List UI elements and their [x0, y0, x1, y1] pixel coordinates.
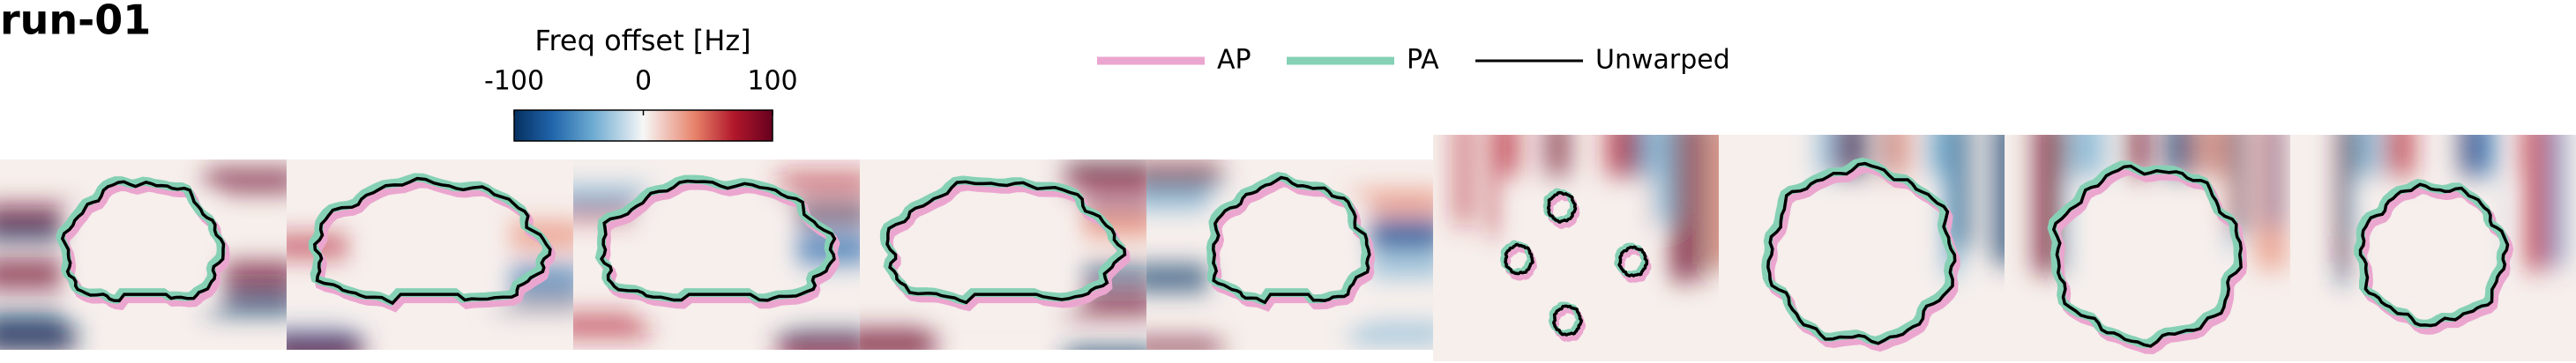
colorbar-tick-label: -100 — [484, 66, 544, 97]
fieldmap-panel — [573, 159, 860, 350]
unwarped-contour — [2358, 182, 2510, 328]
fieldmap-panel — [2290, 135, 2576, 361]
fieldmap-panel — [1719, 135, 2005, 361]
field-band — [2522, 135, 2549, 270]
colorbar-tick-label: 0 — [635, 66, 652, 97]
legend-label: PA — [1407, 45, 1439, 76]
panel-center — [2067, 175, 2228, 321]
fieldmap-panel — [1433, 135, 1719, 361]
unwarped-contour — [1766, 161, 1957, 345]
field-band — [2340, 135, 2356, 262]
colorbar-tick-label: 100 — [747, 66, 797, 97]
field-band — [1066, 180, 1146, 196]
field-band — [1993, 135, 2005, 264]
fieldmap-panel — [287, 159, 573, 350]
unwarped-contour — [1546, 190, 1578, 224]
field-pattern — [860, 159, 1146, 350]
field-band — [2229, 135, 2247, 236]
field-band — [0, 313, 74, 336]
field-band — [2549, 135, 2563, 266]
unwarped-contour — [1212, 175, 1371, 305]
field-band — [0, 332, 74, 350]
colorbar: -100 0 100 — [484, 66, 798, 142]
field-band — [860, 329, 934, 350]
field-band — [1706, 135, 1719, 271]
field-band — [1146, 185, 1221, 209]
legend-label: Unwarped — [1595, 45, 1730, 76]
field-band — [780, 332, 860, 350]
field-band — [1668, 135, 1702, 281]
field-band — [2267, 135, 2281, 228]
field-band — [1146, 164, 1221, 188]
unwarped-contour — [1504, 242, 1534, 276]
unwarped-contour — [312, 176, 552, 306]
field-band — [573, 315, 647, 336]
fieldmap-panel — [0, 159, 287, 350]
field-band — [206, 169, 287, 191]
fieldmap-panel — [860, 159, 1146, 350]
unwarped-contour — [1551, 304, 1583, 337]
colorbar-label: Freq offset [Hz] — [534, 24, 750, 57]
legend-label: AP — [1217, 45, 1251, 76]
unwarped-contour — [600, 179, 837, 302]
fieldmap-panel — [1146, 159, 1433, 350]
panel-center — [1781, 175, 1942, 321]
field-band — [1146, 339, 1221, 350]
field-band — [287, 337, 361, 350]
field-band — [0, 261, 74, 288]
unwarped-contour — [885, 180, 1127, 305]
unwarped-contour — [2051, 164, 2243, 348]
field-band — [780, 174, 860, 191]
unwarped-contour — [1617, 245, 1649, 278]
field-band — [1456, 135, 1471, 226]
field-band — [1353, 325, 1433, 342]
field-band — [1066, 348, 1146, 350]
legend: AP PA Unwarped — [1097, 45, 1730, 76]
fieldmap-panel — [2005, 135, 2290, 361]
field-band — [1066, 163, 1146, 180]
field-band — [1717, 135, 1719, 265]
unwarped-contour — [60, 180, 226, 303]
run-title: run-01 — [0, 0, 151, 44]
field-band — [0, 222, 74, 241]
panels — [0, 135, 2576, 361]
